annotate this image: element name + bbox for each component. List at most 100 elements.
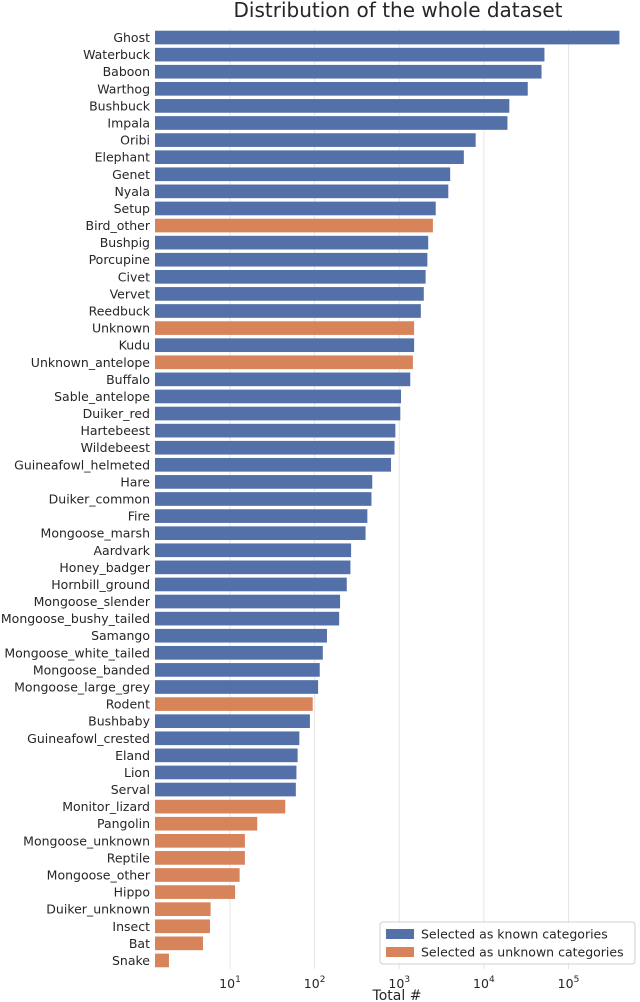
x-tick-label: 102 <box>304 975 326 991</box>
category-label: Serval <box>111 782 150 797</box>
category-label: Mongoose_other <box>47 868 151 883</box>
bar-setup <box>155 201 436 216</box>
category-label: Unknown <box>92 321 150 336</box>
category-label: Aardvark <box>93 543 150 558</box>
category-label: Guineafowl_crested <box>27 731 150 746</box>
category-label: Bushbaby <box>88 714 150 729</box>
category-label: Sable_antelope <box>54 389 150 404</box>
bar-hippo <box>155 885 236 899</box>
x-tick-label: 105 <box>558 975 580 991</box>
legend-swatch-known <box>386 929 414 939</box>
category-label: Guineafowl_helmeted <box>14 457 150 472</box>
bar-mongoose-unknown <box>155 833 245 848</box>
category-label: Duiker_red <box>83 406 150 421</box>
bar-aardvark <box>155 543 352 558</box>
bar-lion <box>155 765 297 780</box>
category-label: Genet <box>112 167 150 182</box>
bar-nyala <box>155 184 449 199</box>
bar-reptile <box>155 851 245 865</box>
legend: Selected as known categories Selected as … <box>379 921 636 965</box>
category-label: Bushpig <box>100 235 150 250</box>
category-label: Impala <box>107 116 150 131</box>
bar-bushbuck <box>155 99 510 113</box>
category-label: Duiker_unknown <box>46 902 150 917</box>
category-label: Baboon <box>103 64 150 79</box>
x-tick-label: 103 <box>388 975 410 991</box>
bar-oribi <box>155 133 476 147</box>
bar-fire <box>155 509 368 523</box>
bars <box>155 30 620 968</box>
bar-duiker-common <box>155 492 372 506</box>
category-label: Kudu <box>119 338 150 353</box>
category-label: Reptile <box>107 850 151 865</box>
x-tick-label: 104 <box>473 975 495 991</box>
bar-bat <box>155 936 204 951</box>
bar-mongoose-bushy-tailed <box>155 611 340 626</box>
chart-title: Distribution of the whole dataset <box>234 0 563 22</box>
bar-elephant <box>155 150 464 165</box>
bar-vervet <box>155 287 424 301</box>
x-axis-label: Total # <box>372 988 422 1002</box>
category-label: Mongoose_unknown <box>23 833 150 848</box>
bar-guineafowl-crested <box>155 731 300 746</box>
category-label: Hornbill_ground <box>51 577 150 592</box>
category-label: Snake <box>112 953 150 968</box>
bar-pangolin <box>155 816 258 831</box>
bar-mongoose-white-tailed <box>155 645 323 660</box>
bar-hornbill-ground <box>155 577 347 592</box>
category-label: Hippo <box>114 885 150 900</box>
category-label: Nyala <box>114 184 150 199</box>
category-label: Mongoose_bushy_tailed <box>1 611 150 626</box>
bar-genet <box>155 167 451 182</box>
category-label: Monitor_lizard <box>62 799 150 814</box>
category-label: Rodent <box>106 697 150 712</box>
category-label: Civet <box>118 269 150 284</box>
bar-buffalo <box>155 372 411 387</box>
category-label: Bushbuck <box>89 98 151 113</box>
category-label: Mongoose_banded <box>33 662 150 677</box>
category-label: Warthog <box>97 81 150 96</box>
bar-ghost <box>155 30 620 45</box>
bar-hare <box>155 475 373 489</box>
bar-kudu <box>155 338 415 353</box>
bar-bushbaby <box>155 714 310 729</box>
category-label: Bird_other <box>86 218 151 233</box>
bar-monitor-lizard <box>155 799 286 814</box>
category-label: Buffalo <box>106 372 150 387</box>
bar-duiker-unknown <box>155 902 211 917</box>
bar-serval <box>155 782 296 797</box>
category-label: Insect <box>112 919 150 934</box>
category-label: Hare <box>120 474 150 489</box>
category-label: Mongoose_marsh <box>41 526 150 541</box>
category-label: Mongoose_slender <box>34 594 151 609</box>
bar-mongoose-other <box>155 868 240 882</box>
legend-label-unknown: Selected as unknown categories <box>421 945 624 960</box>
category-label: Honey_badger <box>59 560 150 575</box>
x-ticks: 101 102 103 104 105 <box>219 975 579 991</box>
category-label: Lion <box>124 765 150 780</box>
category-label: Samango <box>91 628 150 643</box>
bar-insect <box>155 919 210 934</box>
bar-samango <box>155 628 327 643</box>
bar-reedbuck <box>155 304 421 318</box>
category-label: Ghost <box>113 30 150 45</box>
bar-mongoose-large-grey <box>155 680 319 694</box>
bar-unknown <box>155 321 415 335</box>
bar-mongoose-marsh <box>155 526 366 541</box>
legend-label-known: Selected as known categories <box>421 927 608 942</box>
bar-bird-other <box>155 218 433 233</box>
bar-mongoose-banded <box>155 663 320 677</box>
bar-civet <box>155 269 426 284</box>
bar-baboon <box>155 64 542 79</box>
category-label: Hartebeest <box>80 423 150 438</box>
bar-warthog <box>155 81 528 96</box>
category-label: Duiker_common <box>49 492 150 507</box>
category-label: Oribi <box>120 133 150 148</box>
category-label: Eland <box>115 748 150 763</box>
category-label: Waterbuck <box>83 47 151 62</box>
category-label: Mongoose_large_grey <box>14 680 150 695</box>
bar-duiker-red <box>155 406 401 421</box>
bar-snake <box>155 953 169 968</box>
category-label: Unknown_antelope <box>31 355 151 370</box>
category-labels: Ghost Waterbuck Baboon Warthog Bushbuck Impal… <box>1 30 151 968</box>
